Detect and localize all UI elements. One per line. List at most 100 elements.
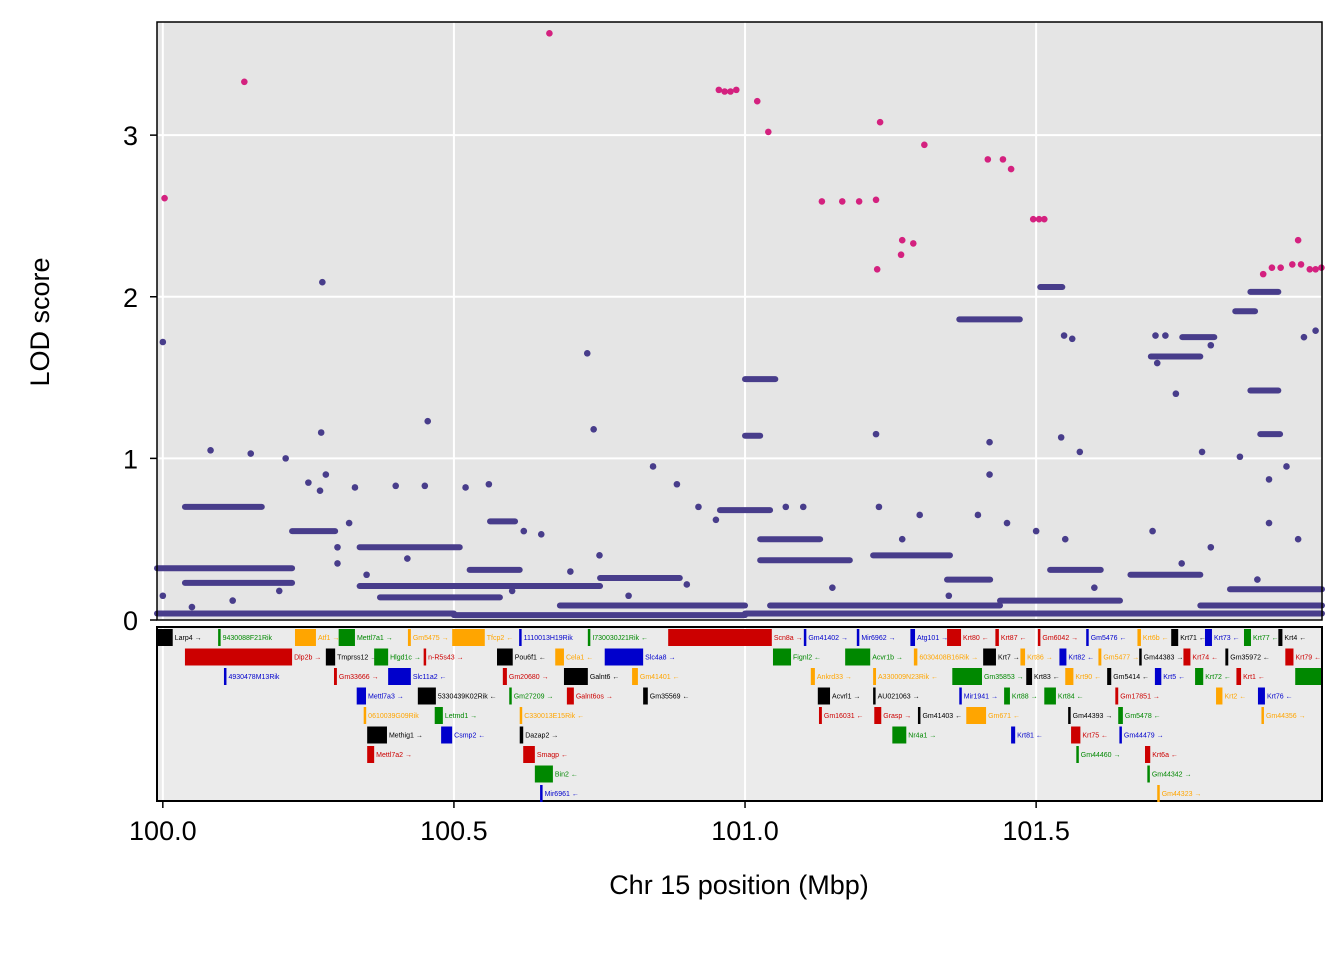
y-tick-label: 3 — [123, 121, 138, 151]
gene-label: n-R5s43 → — [428, 655, 463, 662]
gene-box — [434, 707, 443, 724]
lod-point — [485, 480, 493, 488]
lod-point — [345, 519, 353, 527]
gene-label: Fignl2 ← — [793, 655, 821, 662]
lod-point — [334, 560, 341, 567]
gene: Krt84 ← — [1044, 687, 1084, 705]
gene: Krt77 ← — [1243, 629, 1279, 646]
peak-point — [897, 251, 905, 259]
lod-point — [159, 338, 167, 346]
gene-box — [555, 648, 564, 666]
x-axis-label: Chr 15 position (Mbp) — [609, 870, 869, 900]
lod-point — [1198, 448, 1206, 456]
gene-box — [873, 668, 877, 685]
gene-box — [367, 746, 375, 763]
lod-point — [1265, 519, 1273, 527]
lod-point — [649, 463, 657, 470]
gene-box — [1139, 648, 1142, 666]
lod-point — [945, 592, 953, 600]
peak-point — [241, 78, 248, 86]
peak-point — [855, 198, 863, 205]
lod-point — [305, 479, 312, 486]
peak-point — [715, 86, 723, 94]
gene-box — [294, 629, 316, 646]
gene-box — [1107, 668, 1112, 685]
gene-label: Gm44342 → — [1152, 772, 1192, 779]
lod-point — [392, 482, 400, 490]
gene-label: Gm5476 ← — [1091, 635, 1127, 642]
data-marks — [154, 30, 1325, 619]
gene: Gm5475 → — [407, 629, 449, 646]
lod-point — [351, 484, 359, 491]
peak-point — [1007, 165, 1015, 173]
lod-point — [625, 592, 632, 600]
lod-point — [875, 503, 883, 511]
gene: Larp4 → — [158, 629, 202, 646]
peak-point — [1289, 261, 1296, 268]
gene: Dazap2 → — [519, 726, 558, 744]
gene: Krt4 ← — [1278, 629, 1306, 646]
gene-label: Krt71 ← — [1180, 635, 1206, 642]
gene — [1295, 668, 1321, 685]
gene: Gm44479 → — [1119, 726, 1164, 744]
gene: Slc11a2 ← — [388, 668, 447, 685]
gene-box — [1115, 687, 1119, 705]
gene: 0610039G09Rik — [363, 707, 419, 724]
gene-box — [1147, 765, 1150, 783]
gene-box — [910, 629, 916, 646]
gene: Cela1 ← — [555, 648, 593, 666]
gene-label: Slc11a2 ← — [413, 674, 447, 681]
gene: C330013E15Rik ← — [519, 707, 584, 724]
gene: Gm20680 → — [502, 668, 549, 685]
gene-box — [417, 687, 436, 705]
lod-point — [673, 480, 681, 488]
grid — [157, 22, 1322, 621]
gene-label: 5330439K02Rik ← — [438, 694, 497, 701]
gene-box — [407, 629, 411, 646]
y-tick-label: 0 — [123, 606, 138, 636]
peak-point — [1040, 215, 1048, 223]
gene-label: 0610039G09Rik — [368, 713, 419, 720]
gene-box — [810, 668, 815, 685]
gene: Krt88 → — [1004, 687, 1038, 705]
gene-label: Dazap2 → — [525, 733, 558, 740]
gene-label: Bin2 ← — [555, 772, 578, 779]
gene-label: Grasp → — [883, 713, 911, 720]
lod-point — [1172, 390, 1180, 398]
gene-box — [952, 668, 982, 685]
gene-label: 4930478M13Rik — [228, 674, 279, 681]
gene-box — [534, 765, 553, 783]
lod-point — [462, 484, 469, 491]
gene: Gm16031 ← — [818, 707, 864, 724]
gene-label: Mir6961 ← — [545, 791, 579, 798]
lod-point — [1300, 333, 1308, 341]
gene: Gm44383 → — [1139, 648, 1183, 666]
gene-label: 1110013H19Rik — [524, 635, 574, 642]
gene-box — [356, 687, 367, 705]
gene-label: Krt80 ← — [963, 635, 989, 642]
gene-label: Krt83 ← — [1034, 674, 1060, 681]
gene-label: Krt74 ← — [1192, 655, 1218, 662]
gene-box — [566, 687, 574, 705]
gene-label: Gm35569 ← — [650, 694, 690, 701]
lod-point — [537, 531, 545, 538]
gene: Gm44323 → — [1157, 785, 1201, 802]
peak-point — [1312, 265, 1319, 273]
peak-point — [1306, 265, 1314, 273]
gene-label: Tfcp2 ← — [487, 635, 513, 642]
lod-point — [520, 527, 528, 535]
gene-box — [1068, 707, 1071, 724]
gene-label: Gm5477 → — [1103, 655, 1139, 662]
gene: AU021063 → — [873, 687, 920, 705]
gene: Krt7 → — [983, 648, 1020, 666]
lod-point — [316, 487, 324, 495]
gene-label: Scn8a → — [774, 635, 803, 642]
gene: Krt86 → — [1020, 648, 1053, 666]
gene: Slc4a8 → — [604, 648, 676, 666]
gene-label: Mettl7a3 → — [368, 694, 404, 701]
gene-box — [1183, 648, 1191, 666]
lod-point — [916, 511, 923, 519]
gene-box — [184, 648, 293, 666]
gene: Gm5414 ← — [1107, 668, 1149, 685]
gene-box — [959, 687, 962, 705]
